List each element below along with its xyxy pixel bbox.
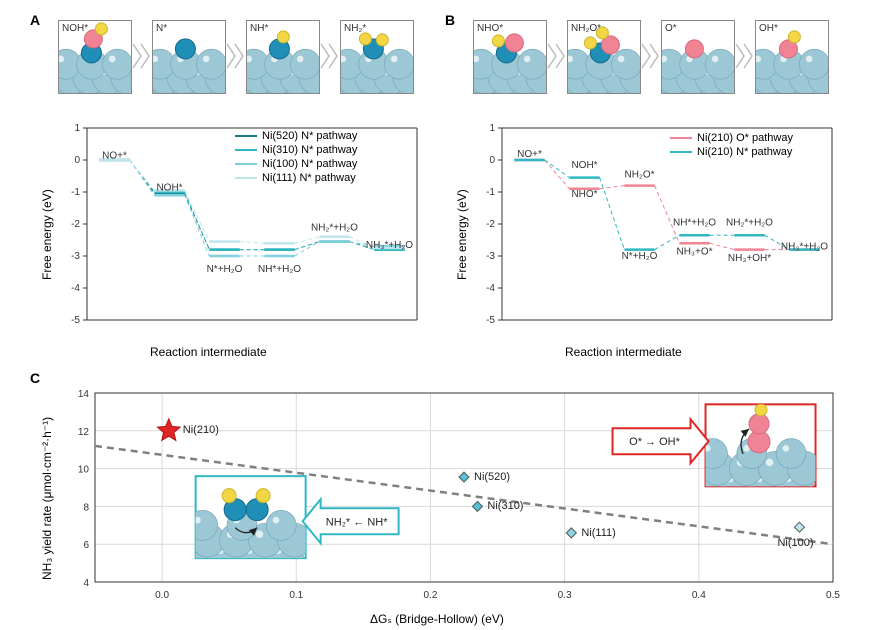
intermediate-tile: NH*	[246, 20, 320, 94]
svg-text:0.1: 0.1	[289, 590, 303, 601]
svg-text:1: 1	[489, 123, 495, 134]
svg-text:1: 1	[74, 123, 80, 134]
svg-text:N*+H₂O: N*+H₂O	[622, 251, 658, 262]
legend-label: Ni(111) N* pathway	[262, 172, 356, 184]
svg-text:0: 0	[489, 155, 495, 166]
intermediate-tile-label: O*	[665, 23, 677, 34]
panel-b-label: B	[445, 12, 455, 28]
intermediate-tile-label: N*	[156, 23, 167, 34]
svg-text:0.3: 0.3	[558, 590, 572, 601]
panel-a-ylabel: Free energy (eV)	[40, 189, 54, 280]
svg-text:8: 8	[83, 502, 89, 513]
legend-item: Ni(210) O* pathway	[670, 132, 793, 144]
svg-text:-5: -5	[486, 315, 495, 326]
svg-text:-4: -4	[486, 283, 495, 294]
intermediate-tile: NH₂*	[340, 20, 414, 94]
svg-text:10: 10	[78, 465, 90, 476]
svg-text:NH₂O*: NH₂O*	[625, 170, 655, 181]
scatter-point-label: Ni(111)	[581, 527, 615, 539]
svg-text:-2: -2	[486, 219, 495, 230]
svg-text:NH*+H₂O: NH*+H₂O	[258, 264, 301, 275]
legend-label: Ni(310) N* pathway	[262, 144, 357, 156]
legend-item: Ni(520) N* pathway	[235, 130, 357, 142]
legend-label: Ni(520) N* pathway	[262, 130, 357, 142]
svg-text:NOH*: NOH*	[571, 160, 597, 171]
svg-text:0.4: 0.4	[692, 590, 706, 601]
svg-text:NO+*: NO+*	[102, 150, 127, 161]
intermediate-tile-label: OH*	[759, 23, 778, 34]
legend-item: Ni(111) N* pathway	[235, 172, 356, 184]
svg-text:NH₂* ← NH*: NH₂* ← NH*	[326, 516, 388, 528]
svg-text:N*+H₂O: N*+H₂O	[207, 264, 243, 275]
intermediate-tile-label: NH₂*	[344, 23, 366, 34]
panel-c-ylabel: NH₃ yield rate (μmol·cm⁻²·h⁻¹)	[40, 417, 54, 580]
svg-text:NH₃+O*: NH₃+O*	[676, 246, 712, 257]
intermediate-tile-label: NHO*	[477, 23, 503, 34]
svg-text:-2: -2	[71, 219, 80, 230]
svg-text:0.5: 0.5	[826, 590, 840, 601]
panel-c-chart: 4 6 8 10 12 14 0.0 0.1 0.2 0.3 0.4 0.5 NH₂* ← NH* O* …	[55, 385, 845, 610]
legend-item: Ni(210) N* pathway	[670, 146, 792, 158]
svg-text:NH₂*+H₂O: NH₂*+H₂O	[726, 218, 773, 229]
svg-text:12: 12	[78, 427, 90, 438]
legend-item: Ni(100) N* pathway	[235, 158, 357, 170]
svg-text:NH₂*+H₂O: NH₂*+H₂O	[311, 222, 358, 233]
intermediate-tile: NH₂O*	[567, 20, 641, 94]
svg-text:-5: -5	[71, 315, 80, 326]
svg-text:NH₃*+H₂O: NH₃*+H₂O	[781, 242, 828, 253]
svg-text:NHO*: NHO*	[571, 189, 597, 200]
svg-text:-3: -3	[71, 251, 80, 262]
svg-text:-1: -1	[486, 187, 495, 198]
panel-b-ylabel: Free energy (eV)	[455, 189, 469, 280]
scatter-point-label: Ni(100)	[777, 537, 813, 549]
intermediate-tile: NOH*	[58, 20, 132, 94]
intermediate-tile: OH*	[755, 20, 829, 94]
svg-text:14: 14	[78, 389, 90, 400]
intermediate-tile-label: NOH*	[62, 23, 88, 34]
svg-text:-1: -1	[71, 187, 80, 198]
svg-text:-4: -4	[71, 283, 80, 294]
svg-text:6: 6	[83, 540, 89, 551]
svg-text:O* → OH*: O* → OH*	[629, 436, 680, 448]
intermediate-tile-label: NH₂O*	[571, 23, 601, 34]
intermediate-tile: O*	[661, 20, 735, 94]
svg-text:NH₃*+H₂O: NH₃*+H₂O	[366, 240, 413, 251]
intermediate-tile-label: NH*	[250, 23, 268, 34]
svg-text:0: 0	[74, 155, 80, 166]
svg-text:-3: -3	[486, 251, 495, 262]
scatter-point-label: Ni(310)	[487, 500, 523, 512]
intermediate-tile: N*	[152, 20, 226, 94]
panel-c-label: C	[30, 370, 40, 386]
legend-item: Ni(310) N* pathway	[235, 144, 357, 156]
scatter-point-label: Ni(520)	[474, 471, 510, 483]
svg-text:NOH*: NOH*	[156, 182, 182, 193]
svg-text:NH*+H₂O: NH*+H₂O	[673, 218, 716, 229]
figure-root: A B C NOH* N* NH* NH₂* NHO* NH₂O* O* OH* Free …	[0, 0, 870, 630]
panel-a-label: A	[30, 12, 40, 28]
svg-text:NH₃+OH*: NH₃+OH*	[728, 253, 771, 264]
panel-b-xlabel: Reaction intermediate	[565, 345, 682, 359]
scatter-point-label: Ni(210)	[183, 424, 219, 436]
legend-label: Ni(100) N* pathway	[262, 158, 357, 170]
svg-text:4: 4	[83, 578, 89, 589]
intermediate-tile: NHO*	[473, 20, 547, 94]
legend-label: Ni(210) O* pathway	[697, 132, 793, 144]
legend-label: Ni(210) N* pathway	[697, 146, 792, 158]
panel-a-xlabel: Reaction intermediate	[150, 345, 267, 359]
panel-c-xlabel: ΔGₛ (Bridge-Hollow) (eV)	[370, 612, 504, 626]
svg-text:NO+*: NO+*	[517, 149, 542, 160]
svg-text:0.2: 0.2	[424, 590, 438, 601]
svg-text:0.0: 0.0	[155, 590, 169, 601]
